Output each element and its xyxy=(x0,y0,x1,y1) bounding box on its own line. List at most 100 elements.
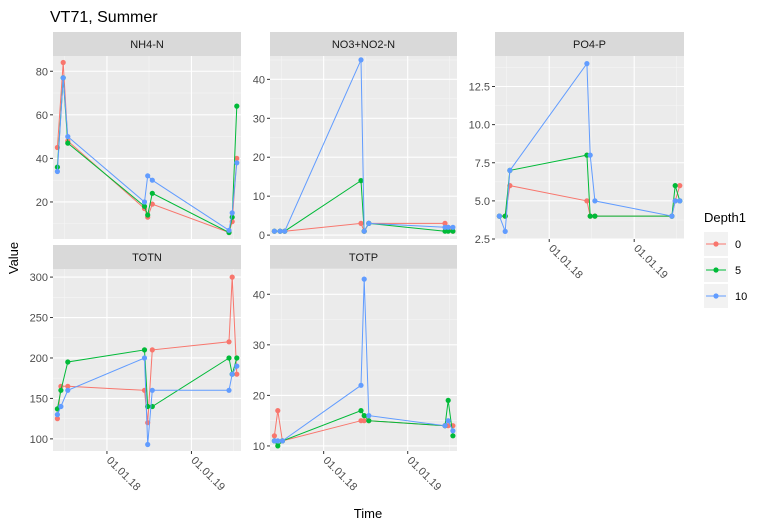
facet-strip xyxy=(53,32,241,56)
data-point-depth-10 xyxy=(145,441,151,448)
data-point-depth-10 xyxy=(149,387,155,393)
data-point-depth-0 xyxy=(149,347,155,353)
data-point-depth-10 xyxy=(496,213,502,219)
data-point-depth-10 xyxy=(282,228,288,234)
y-tick-label: 80 xyxy=(36,66,48,78)
data-point-depth-0 xyxy=(275,408,281,414)
x-tick-label: 01.01.18 xyxy=(104,455,143,494)
data-point-depth-10 xyxy=(234,160,240,166)
data-point-depth-5 xyxy=(141,347,148,353)
y-tick-label: 10 xyxy=(253,441,265,453)
data-point-depth-5 xyxy=(358,178,364,184)
y-tick-label: 5.0 xyxy=(475,196,490,208)
data-point-depth-10 xyxy=(226,227,232,233)
x-axis-title: Time xyxy=(354,506,382,521)
facet-panel-totn: TOTN 100 150 200 250 300 01.01.18 01.01.19 xyxy=(30,245,241,493)
y-tick-label: 2.5 xyxy=(475,234,490,246)
data-point-depth-10 xyxy=(450,224,456,230)
data-point-depth-10 xyxy=(54,412,61,418)
data-point-depth-10 xyxy=(445,224,451,230)
data-point-depth-5 xyxy=(65,359,71,365)
legend-key-point xyxy=(713,241,719,247)
legend-label: 5 xyxy=(735,265,741,277)
data-point-depth-10 xyxy=(366,413,372,419)
legend-title: Depth1 xyxy=(704,210,746,225)
data-point-depth-10 xyxy=(445,418,451,424)
data-point-depth-5 xyxy=(672,183,678,189)
data-point-depth-5 xyxy=(592,213,598,219)
y-tick-label: 40 xyxy=(253,74,265,86)
data-point-depth-10 xyxy=(677,198,683,204)
legend-key-point xyxy=(713,293,719,299)
data-point-depth-10 xyxy=(361,276,367,282)
data-point-depth-10 xyxy=(587,152,593,158)
y-tick-label: 20 xyxy=(253,390,265,402)
y-tick-label: 12.5 xyxy=(469,82,490,94)
legend-item-5: 5 xyxy=(704,258,741,282)
y-tick-label: 300 xyxy=(30,272,48,284)
data-point-depth-0 xyxy=(271,433,277,439)
data-point-depth-10 xyxy=(226,387,232,393)
x-tick-label: 01.01.18 xyxy=(546,243,585,282)
legend: Depth1 0 5 10 xyxy=(704,210,747,308)
data-point-depth-0 xyxy=(361,418,367,424)
facet-panel-totp: TOTP 10 20 30 40 01.01.18 01.01.19 xyxy=(253,245,457,493)
data-point-depth-0 xyxy=(584,198,590,204)
data-point-depth-5 xyxy=(145,212,151,218)
facet-strip xyxy=(53,245,241,269)
data-point-depth-10 xyxy=(592,198,598,204)
data-point-depth-0 xyxy=(54,416,61,422)
facet-panel-po4-p: PO4-P 2.5 5.0 7.5 10.0 12.5 01.01.18 01.01.19 xyxy=(469,32,684,281)
y-tick-label: 40 xyxy=(36,153,48,165)
legend-label: 0 xyxy=(735,239,741,251)
facet-strip-label: NO3+NO2-N xyxy=(332,39,395,51)
data-point-depth-10 xyxy=(271,228,277,234)
facet-strip-label: NH4-N xyxy=(130,39,164,51)
data-point-depth-0 xyxy=(358,220,364,226)
chart-title: VT71, Summer xyxy=(50,9,158,26)
data-point-depth-5 xyxy=(275,443,281,449)
data-point-depth-10 xyxy=(507,167,513,173)
data-point-depth-5 xyxy=(445,397,451,403)
data-point-depth-5 xyxy=(445,228,451,234)
legend-item-0: 0 xyxy=(704,232,741,256)
data-point-depth-10 xyxy=(54,168,61,175)
facet-strip-label: PO4-P xyxy=(573,39,606,51)
legend-key-point xyxy=(713,267,719,273)
data-point-depth-0 xyxy=(442,220,448,226)
data-point-depth-10 xyxy=(234,363,240,369)
y-tick-label: 40 xyxy=(253,289,265,301)
data-point-depth-10 xyxy=(145,173,151,179)
data-point-depth-0 xyxy=(60,59,66,66)
data-point-depth-5 xyxy=(366,418,372,424)
data-point-depth-10 xyxy=(366,220,372,226)
data-point-depth-10 xyxy=(672,198,678,204)
y-tick-label: 20 xyxy=(36,197,48,209)
legend-item-10: 10 xyxy=(704,284,747,308)
data-point-depth-10 xyxy=(358,382,364,388)
data-point-depth-5 xyxy=(226,355,232,361)
facet-panel-nh4-n: NH4-N 20 40 60 80 xyxy=(36,32,241,239)
facet-strip xyxy=(270,245,457,269)
y-tick-label: 10 xyxy=(253,191,265,203)
y-tick-label: 100 xyxy=(30,434,48,446)
data-point-depth-0 xyxy=(234,371,240,377)
data-point-depth-5 xyxy=(65,140,71,146)
data-point-depth-0 xyxy=(149,201,155,207)
x-tick-label: 01.01.19 xyxy=(405,455,444,494)
y-tick-label: 30 xyxy=(253,113,265,125)
y-axis-title: Value xyxy=(6,242,21,274)
data-point-depth-10 xyxy=(58,403,64,410)
y-tick-label: 200 xyxy=(30,353,48,365)
data-point-depth-5 xyxy=(58,387,64,393)
y-tick-label: 0 xyxy=(259,230,265,242)
data-point-depth-10 xyxy=(60,75,66,81)
data-point-depth-10 xyxy=(279,438,285,444)
data-point-depth-5 xyxy=(234,103,240,109)
y-tick-label: 20 xyxy=(253,152,265,164)
data-point-depth-10 xyxy=(149,177,155,183)
data-point-depth-10 xyxy=(65,387,71,393)
data-point-depth-0 xyxy=(234,155,240,161)
facet-strip xyxy=(495,32,684,56)
data-point-depth-0 xyxy=(677,183,683,189)
